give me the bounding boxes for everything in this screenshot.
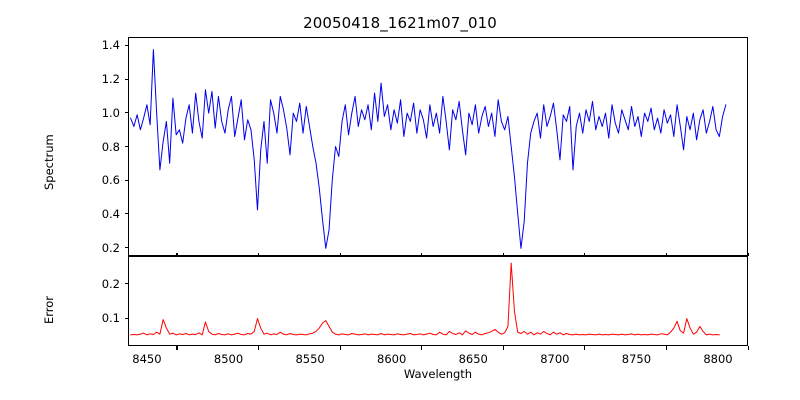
x-tick-label: 8600 — [377, 352, 407, 366]
x-tick-mark — [339, 346, 341, 350]
x-tick-mark-inner — [421, 252, 423, 256]
error-line-series — [129, 257, 747, 345]
x-tick-mark-inner — [747, 252, 749, 256]
spectrum-y-tick-label: 0.8 — [101, 139, 120, 154]
spectrum-line-series — [129, 38, 747, 255]
spectrum-y-axis-label: Spectrum — [42, 134, 56, 190]
x-tick-mark-inner — [584, 252, 586, 256]
x-tick-mark — [584, 346, 586, 350]
spectrum-y-tick-mark — [124, 44, 128, 47]
spectrum-y-tick-label: 1.2 — [101, 72, 120, 87]
error-plot-area — [128, 256, 748, 346]
x-tick-label: 8750 — [621, 352, 652, 366]
x-tick-mark — [176, 346, 178, 350]
x-tick-label: 8700 — [540, 352, 570, 366]
x-tick-label: 8500 — [213, 352, 244, 366]
error-y-tick-label: 0.2 — [101, 276, 120, 291]
x-axis-label: Wavelength — [403, 367, 473, 381]
x-tick-mark — [258, 346, 260, 350]
x-tick-mark — [665, 346, 667, 350]
x-tick-label: 8800 — [703, 352, 733, 366]
spectrum-y-tick-mark — [124, 179, 128, 181]
spectrum-y-tick-label: 0.6 — [101, 173, 120, 188]
x-tick-mark-inner — [176, 252, 178, 256]
x-tick-mark-inner — [665, 252, 667, 256]
spectrum-y-tick-label: 1.4 — [101, 38, 120, 53]
error-y-tick-label: 0.1 — [101, 311, 120, 326]
error-y-tick-mark — [124, 283, 128, 285]
x-tick-mark — [502, 346, 504, 350]
spectrum-plot-area — [128, 37, 748, 256]
spectrum-y-tick-mark — [124, 247, 128, 249]
x-tick-mark-inner — [339, 252, 341, 256]
error-y-tick-mark — [124, 317, 128, 319]
x-tick-mark — [421, 346, 423, 350]
chart-title: 20050418_1621m07_010 — [303, 14, 497, 32]
spectrum-y-tick-mark — [124, 112, 128, 114]
x-tick-mark-inner — [502, 252, 504, 256]
x-tick-mark — [747, 346, 749, 350]
x-tick-label: 8550 — [295, 352, 325, 366]
spectrum-y-tick-label: 0.4 — [101, 206, 120, 221]
spectrum-y-tick-mark — [124, 213, 128, 215]
spectrum-y-tick-label: 0.2 — [101, 240, 120, 255]
spectrum-y-tick-mark — [124, 146, 128, 148]
spectrum-y-tick-mark — [124, 78, 128, 80]
x-tick-label: 8450 — [132, 352, 162, 366]
spectrum-y-tick-label: 1.0 — [101, 105, 120, 120]
error-y-axis-label: Error — [42, 295, 56, 324]
x-tick-mark-inner — [258, 252, 260, 256]
x-tick-label: 8650 — [458, 352, 488, 366]
